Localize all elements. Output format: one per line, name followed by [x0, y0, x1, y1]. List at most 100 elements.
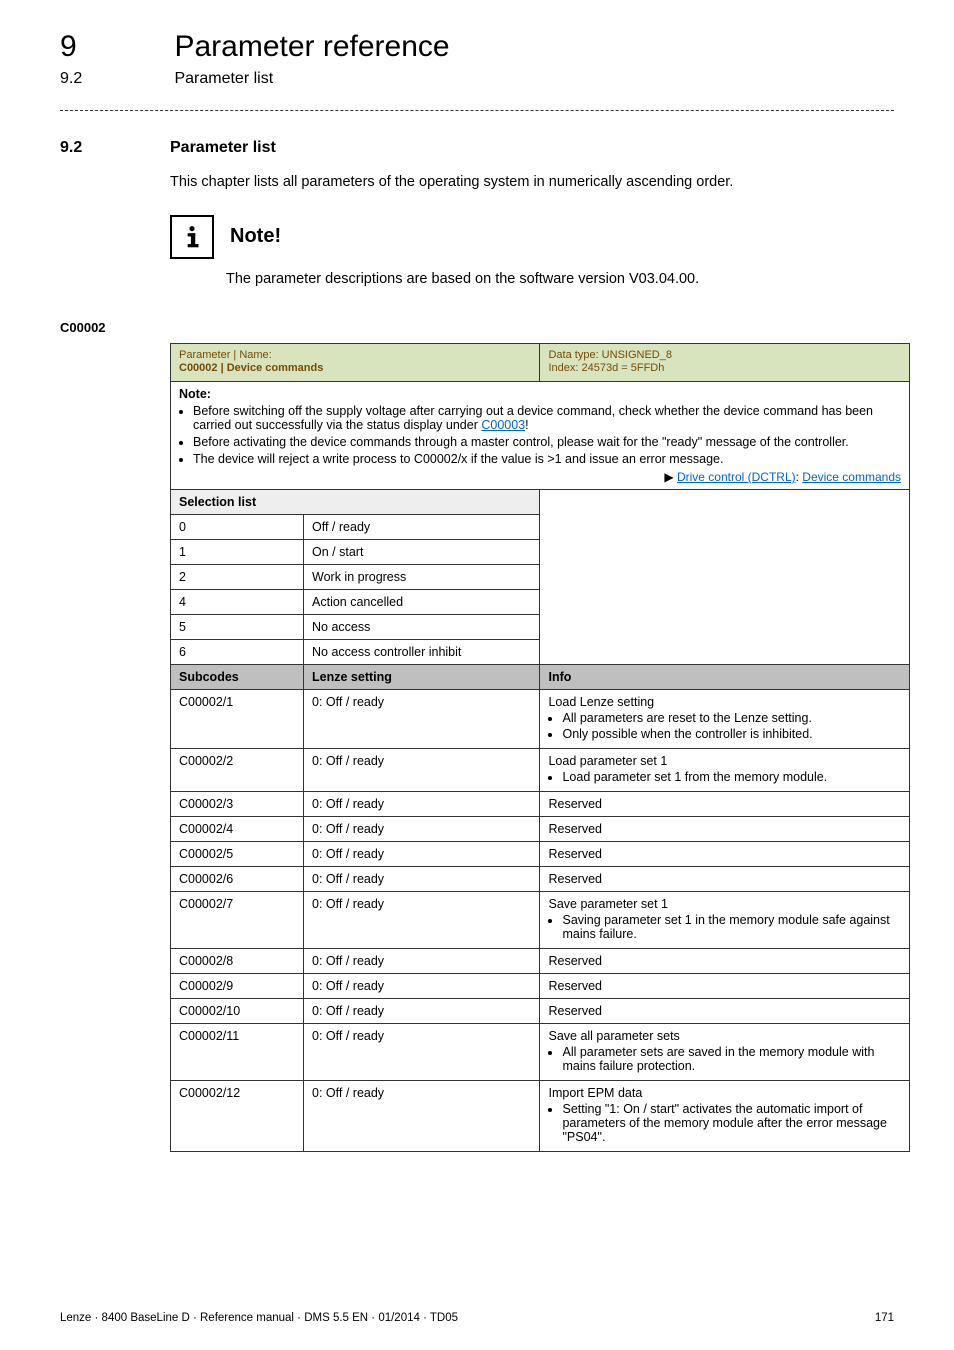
subcode-row: C00002/10: Off / readyLoad Lenze setting…	[171, 690, 910, 749]
subcode-row: C00002/20: Off / readyLoad parameter set…	[171, 749, 910, 792]
subcode-info: Save parameter set 1Saving parameter set…	[540, 892, 910, 949]
note-cell-item: Before activating the device commands th…	[193, 435, 901, 449]
selection-text: No access controller inhibit	[304, 640, 540, 665]
section-title-small: Parameter list	[174, 70, 273, 88]
section-intro: This chapter lists all parameters of the…	[170, 172, 894, 193]
selection-text: No access	[304, 615, 540, 640]
note-box: Note! The parameter descriptions are bas…	[170, 215, 894, 290]
section-number: 9.2	[60, 139, 170, 157]
footer-left: Lenze · 8400 BaseLine D · Reference manu…	[60, 1312, 458, 1324]
subcode-info: Reserved	[540, 792, 910, 817]
subcode-info: Load Lenze settingAll parameters are res…	[540, 690, 910, 749]
subcode-info: Save all parameter setsAll parameter set…	[540, 1024, 910, 1081]
subcodes-header: Subcodes Lenze setting Info	[171, 665, 910, 690]
subcode-row: C00002/50: Off / readyReserved	[171, 842, 910, 867]
note-cell-item-text: Before switching off the supply voltage …	[193, 404, 873, 432]
section-heading-row: 9.2 Parameter list	[60, 139, 894, 157]
note-cell-item: Before switching off the supply voltage …	[193, 404, 901, 432]
subcode-code: C00002/10	[171, 999, 304, 1024]
subcode-setting: 0: Off / ready	[304, 974, 540, 999]
param-header-left-label: Parameter | Name:	[179, 349, 272, 361]
subcode-row: C00002/90: Off / readyReserved	[171, 974, 910, 999]
note-cell-item-suffix: !	[525, 418, 528, 432]
subcode-info: Reserved	[540, 842, 910, 867]
subcode-info: Reserved	[540, 974, 910, 999]
subcode-code: C00002/9	[171, 974, 304, 999]
subcode-info: Reserved	[540, 999, 910, 1024]
selection-list-header: Selection list	[171, 490, 910, 515]
subcode-setting: 0: Off / ready	[304, 817, 540, 842]
subcode-code: C00002/11	[171, 1024, 304, 1081]
subcode-setting: 0: Off / ready	[304, 892, 540, 949]
subcode-setting: 0: Off / ready	[304, 867, 540, 892]
table-note-row: Note: Before switching off the supply vo…	[171, 382, 910, 490]
subcode-code: C00002/6	[171, 867, 304, 892]
subcode-info: Import EPM dataSetting "1: On / start" a…	[540, 1081, 910, 1152]
selection-num: 2	[171, 565, 304, 590]
subcode-row: C00002/110: Off / readySave all paramete…	[171, 1024, 910, 1081]
subcode-code: C00002/1	[171, 690, 304, 749]
link-drive-control[interactable]: Drive control (DCTRL)	[677, 470, 796, 484]
selection-num: 0	[171, 515, 304, 540]
subcode-row: C00002/70: Off / readySave parameter set…	[171, 892, 910, 949]
link-prefix: ▶	[664, 470, 677, 484]
page-footer: Lenze · 8400 BaseLine D · Reference manu…	[60, 1312, 894, 1324]
subcode-info: Reserved	[540, 949, 910, 974]
subcode-setting: 0: Off / ready	[304, 1024, 540, 1081]
subcode-row: C00002/120: Off / readyImport EPM dataSe…	[171, 1081, 910, 1152]
selection-num: 4	[171, 590, 304, 615]
subcode-code: C00002/3	[171, 792, 304, 817]
subcodes-col-b: Lenze setting	[304, 665, 540, 690]
subcode-setting: 0: Off / ready	[304, 999, 540, 1024]
note-body: The parameter descriptions are based on …	[226, 269, 894, 290]
subcode-setting: 0: Off / ready	[304, 749, 540, 792]
section-title: Parameter list	[170, 139, 276, 157]
subcode-setting: 0: Off / ready	[304, 690, 540, 749]
subcode-row: C00002/80: Off / readyReserved	[171, 949, 910, 974]
chapter-number: 9	[60, 30, 170, 64]
param-header-left-value: C00002 | Device commands	[179, 362, 323, 374]
note-cell-link-c00003[interactable]: C00003	[481, 418, 525, 432]
note-cell-item: The device will reject a write process t…	[193, 452, 901, 466]
selection-text: On / start	[304, 540, 540, 565]
param-anchor: C00002	[60, 320, 894, 335]
subcodes-col-c: Info	[540, 665, 910, 690]
note-label: Note!	[230, 225, 281, 248]
table-header-row: Parameter | Name: C00002 | Device comman…	[171, 343, 910, 382]
subcode-code: C00002/7	[171, 892, 304, 949]
selection-list-label: Selection list	[171, 490, 540, 515]
parameter-table: Parameter | Name: C00002 | Device comman…	[170, 343, 910, 1153]
param-header-right-2: Index: 24573d = 5FFDh	[548, 362, 901, 376]
subcode-code: C00002/8	[171, 949, 304, 974]
subcode-code: C00002/5	[171, 842, 304, 867]
subcode-row: C00002/60: Off / readyReserved	[171, 867, 910, 892]
subcode-info: Reserved	[540, 817, 910, 842]
info-icon	[170, 215, 214, 259]
subcode-info: Reserved	[540, 867, 910, 892]
selection-num: 5	[171, 615, 304, 640]
selection-text: Off / ready	[304, 515, 540, 540]
footer-page-number: 171	[875, 1312, 894, 1324]
subcode-row: C00002/30: Off / readyReserved	[171, 792, 910, 817]
subcode-code: C00002/2	[171, 749, 304, 792]
link-device-commands[interactable]: Device commands	[802, 470, 901, 484]
subcodes-col-a: Subcodes	[171, 665, 304, 690]
subcode-setting: 0: Off / ready	[304, 842, 540, 867]
subcode-row: C00002/100: Off / readyReserved	[171, 999, 910, 1024]
header-divider	[60, 110, 894, 111]
subcode-setting: 0: Off / ready	[304, 792, 540, 817]
subcode-code: C00002/4	[171, 817, 304, 842]
note-cell-heading: Note:	[179, 387, 901, 401]
subcode-info: Load parameter set 1Load parameter set 1…	[540, 749, 910, 792]
chapter-title: Parameter reference	[174, 30, 449, 64]
selection-num: 6	[171, 640, 304, 665]
subcode-row: C00002/40: Off / readyReserved	[171, 817, 910, 842]
selection-text: Work in progress	[304, 565, 540, 590]
param-header-right-1: Data type: UNSIGNED_8	[548, 349, 901, 363]
subcode-setting: 0: Off / ready	[304, 949, 540, 974]
selection-text: Action cancelled	[304, 590, 540, 615]
subcode-code: C00002/12	[171, 1081, 304, 1152]
selection-list-empty	[540, 490, 910, 665]
subcode-setting: 0: Off / ready	[304, 1081, 540, 1152]
note-cell-right-links: ▶ Drive control (DCTRL): Device commands	[179, 470, 901, 484]
